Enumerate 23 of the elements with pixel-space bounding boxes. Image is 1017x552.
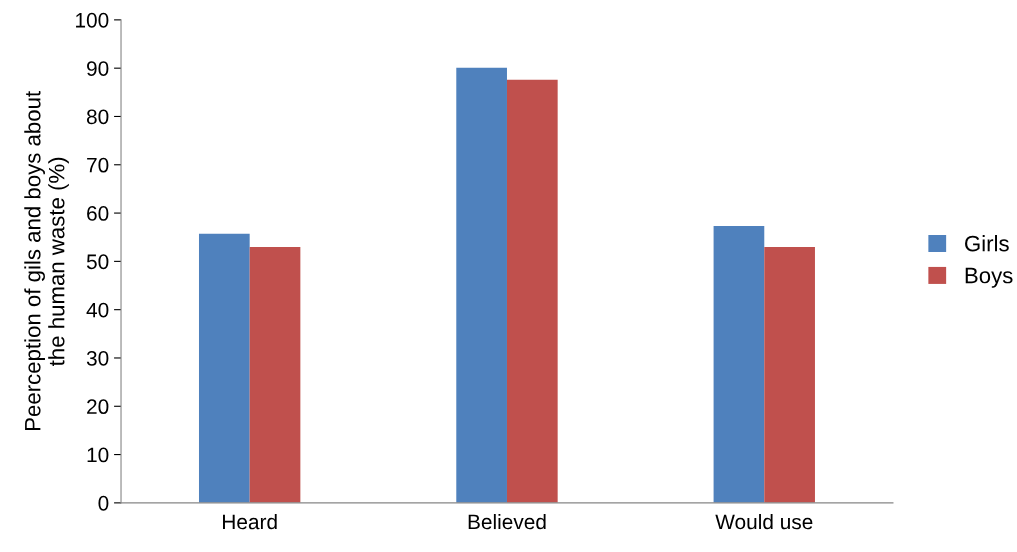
y-tick-label: 40 — [86, 302, 109, 318]
y-tick-label: 20 — [87, 399, 109, 415]
bar — [713, 226, 765, 503]
bar — [764, 246, 815, 503]
bar — [249, 246, 301, 503]
y-tick-label: 100 — [76, 12, 109, 28]
y-tick-label: 50 — [86, 254, 109, 270]
legend-label: Boys — [965, 267, 1013, 288]
y-tick-label: 80 — [86, 109, 109, 125]
legend-label: Girls — [965, 235, 1009, 252]
y-tick-label: 10 — [87, 447, 109, 463]
x-tick-label: Would use — [715, 513, 813, 530]
y-tick-label: 60 — [87, 206, 109, 221]
y-axis-title: Peerception of gils and boys about the human waste (%) — [24, 91, 69, 431]
x-tick-label: Believed — [468, 513, 546, 530]
bar — [506, 79, 558, 503]
y-tick-label: 90 — [87, 61, 109, 76]
bar — [198, 233, 250, 503]
y-tick-label: 70 — [87, 157, 109, 173]
bar — [456, 67, 507, 503]
x-tick-label: Heard — [223, 513, 277, 530]
y-tick-label: 30 — [86, 350, 109, 366]
y-tick-label: 0 — [98, 495, 109, 511]
